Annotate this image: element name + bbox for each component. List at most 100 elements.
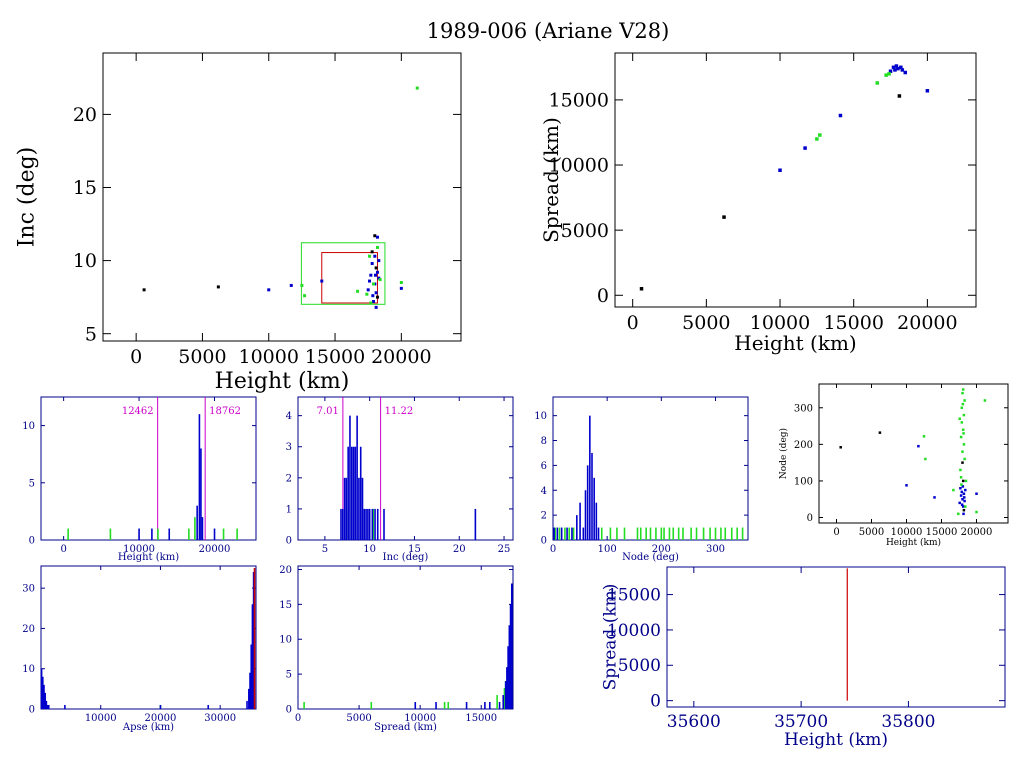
data-point xyxy=(959,494,963,497)
data-point xyxy=(369,301,373,305)
data-point xyxy=(961,402,965,406)
x-tick-label: 10000 xyxy=(85,713,117,724)
data-point xyxy=(961,485,965,488)
x-tick-label: 5000 xyxy=(346,713,371,724)
x-tick-label: 5 xyxy=(322,544,328,555)
x-axis-label: Inc (deg) xyxy=(383,552,429,563)
axes-frame xyxy=(666,566,1006,708)
y-tick-label: 5000 xyxy=(561,220,609,242)
data-point xyxy=(887,72,891,76)
x-tick-label: 5000 xyxy=(682,312,730,334)
data-point xyxy=(903,70,908,75)
data-point xyxy=(964,505,967,508)
axes-frame xyxy=(40,396,257,541)
data-point xyxy=(303,294,307,298)
axes-frame xyxy=(297,565,514,710)
data-point xyxy=(839,446,842,449)
x-tick-label: 20000 xyxy=(199,544,231,555)
data-point xyxy=(933,496,936,499)
y-tick-label: 200 xyxy=(794,440,813,451)
panel-hist-spread: 0 5000 10000 15000 0 5 10 15 20 Spread (km) xyxy=(279,565,514,733)
y-axis-label: Spread (km) xyxy=(539,117,563,243)
y-tick-label: 10 xyxy=(22,664,35,675)
axes-frame xyxy=(102,52,462,342)
y-tick-label: 10 xyxy=(22,421,35,432)
data-point xyxy=(370,262,374,266)
data-point xyxy=(377,259,381,263)
y-tick-label: 15000 xyxy=(607,586,661,606)
x-tick-label: 15000 xyxy=(305,346,365,368)
data-point xyxy=(356,289,360,293)
y-axis-label: Inc (deg) xyxy=(15,147,40,248)
y-tick-label: 20 xyxy=(22,624,35,635)
axes-frame xyxy=(614,52,977,308)
data-point xyxy=(957,512,960,516)
data-point xyxy=(960,406,964,410)
x-tick-label: 10000 xyxy=(750,312,810,334)
x-tick-label: 0 xyxy=(60,544,66,555)
data-point xyxy=(368,254,372,258)
x-tick-label: 20000 xyxy=(961,527,993,538)
x-axis-label: Height (km) xyxy=(784,730,888,750)
data-point xyxy=(399,286,403,290)
data-point xyxy=(267,288,271,292)
data-point xyxy=(958,417,961,420)
data-point xyxy=(371,282,375,286)
y-tick-label: 0 xyxy=(29,536,35,547)
y-tick-label: 5 xyxy=(29,478,35,489)
data-point xyxy=(905,484,908,487)
data-point xyxy=(368,279,372,283)
data-point xyxy=(924,457,927,461)
y-tick-label: 1 xyxy=(286,504,292,515)
data-point xyxy=(373,254,377,258)
data-point xyxy=(962,443,966,446)
data-point xyxy=(415,86,419,90)
x-axis-label: Height (km) xyxy=(118,552,179,563)
data-point xyxy=(803,146,807,150)
data-point xyxy=(374,291,378,295)
y-tick-label: 3 xyxy=(286,442,292,453)
y-tick-label: 10000 xyxy=(607,621,661,641)
data-point xyxy=(922,435,926,438)
y-tick-label: 2 xyxy=(286,473,292,484)
data-point xyxy=(778,168,782,172)
y-axis-label: Node (deg) xyxy=(778,428,789,479)
data-point xyxy=(959,487,962,490)
x-tick-label: 10000 xyxy=(404,713,436,724)
data-point xyxy=(894,64,899,68)
data-point xyxy=(891,65,896,70)
x-axis-label: Apse (km) xyxy=(122,722,174,733)
data-point xyxy=(884,73,888,77)
marker-label: 7.01 xyxy=(317,406,339,417)
y-tick-label: 0 xyxy=(807,513,813,524)
panel-inc: 0 5000 10000 15000 20000 5 10 15 20 Height (km) In… xyxy=(15,52,462,394)
data-point xyxy=(378,278,382,282)
data-point xyxy=(925,89,930,93)
data-point xyxy=(896,66,900,71)
data-point xyxy=(983,399,987,402)
data-point xyxy=(952,488,955,492)
chart-title: 1989-006 (Ariane V28) xyxy=(427,19,670,43)
panel-hist-height: 0 10000 20000 0 5 10 Height (km) 12462 18762 xyxy=(22,396,257,563)
x-axis-label: Height (km) xyxy=(886,537,941,548)
marker-label: 12462 xyxy=(122,406,154,417)
data-point xyxy=(370,250,374,254)
data-point xyxy=(960,483,963,486)
panel-hist-node: 0 100 200 300 0 2 4 6 8 10 Node (deg) xyxy=(534,396,749,563)
y-tick-label: 4 xyxy=(286,411,292,422)
x-tick-label: 0 xyxy=(295,713,301,724)
y-tick-label: 10 xyxy=(279,635,292,646)
y-tick-label: 0 xyxy=(286,536,292,547)
data-point xyxy=(289,283,293,287)
y-tick-label: 4 xyxy=(541,486,547,497)
data-point xyxy=(371,294,375,298)
x-tick-label: 0 xyxy=(130,346,142,368)
y-tick-label: 15 xyxy=(73,177,97,199)
data-point xyxy=(818,133,822,137)
y-tick-label: 8 xyxy=(541,436,547,447)
x-tick-label: 20000 xyxy=(897,312,957,334)
y-tick-label: 0 xyxy=(286,705,292,716)
data-point xyxy=(961,391,964,395)
x-tick-label: 0 xyxy=(550,544,556,555)
x-tick-label: 10 xyxy=(363,544,376,555)
